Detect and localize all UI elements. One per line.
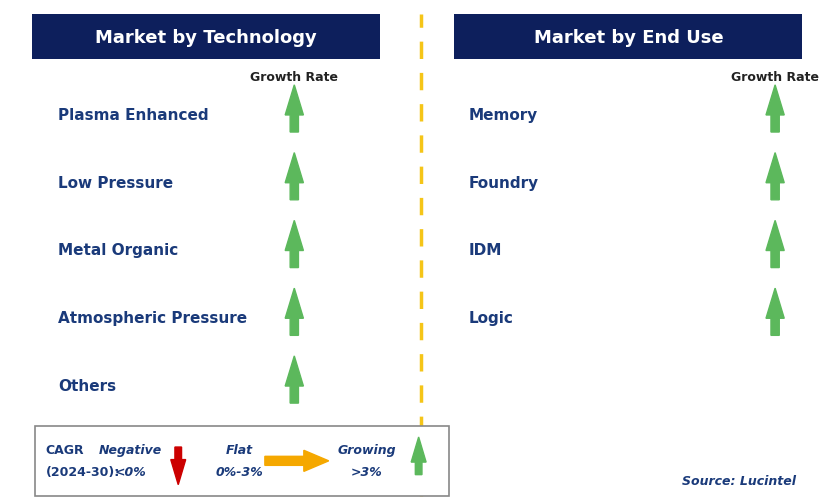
FancyBboxPatch shape xyxy=(35,426,449,496)
Text: Foundry: Foundry xyxy=(468,175,538,190)
FancyArrow shape xyxy=(765,153,783,200)
FancyArrow shape xyxy=(171,447,185,485)
Text: >3%: >3% xyxy=(350,465,382,478)
Text: Low Pressure: Low Pressure xyxy=(58,175,173,190)
Text: Growth Rate: Growth Rate xyxy=(250,71,338,84)
Text: Atmospheric Pressure: Atmospheric Pressure xyxy=(58,311,247,326)
FancyArrow shape xyxy=(765,289,783,336)
Text: (2024-30):: (2024-30): xyxy=(46,465,120,478)
Text: Metal Organic: Metal Organic xyxy=(58,243,178,258)
FancyArrow shape xyxy=(285,221,303,268)
Text: Growing: Growing xyxy=(337,443,395,456)
FancyArrow shape xyxy=(411,437,426,475)
Text: Negative: Negative xyxy=(99,443,161,456)
Text: IDM: IDM xyxy=(468,243,501,258)
FancyArrow shape xyxy=(765,86,783,133)
Text: CAGR: CAGR xyxy=(46,443,84,456)
Text: Plasma Enhanced: Plasma Enhanced xyxy=(58,108,209,123)
Text: Others: Others xyxy=(58,378,116,393)
Text: Logic: Logic xyxy=(468,311,513,326)
FancyArrow shape xyxy=(285,289,303,336)
Text: Source: Lucintel: Source: Lucintel xyxy=(681,474,795,487)
Text: Memory: Memory xyxy=(468,108,537,123)
Text: Market by Technology: Market by Technology xyxy=(94,29,316,47)
FancyArrow shape xyxy=(285,153,303,200)
FancyArrow shape xyxy=(765,221,783,268)
Text: <0%: <0% xyxy=(114,465,146,478)
FancyArrow shape xyxy=(285,86,303,133)
Text: Growth Rate: Growth Rate xyxy=(730,71,818,84)
Text: Flat: Flat xyxy=(226,443,253,456)
Text: 0%-3%: 0%-3% xyxy=(215,465,263,478)
FancyBboxPatch shape xyxy=(454,15,802,60)
FancyBboxPatch shape xyxy=(31,15,379,60)
Text: Market by End Use: Market by End Use xyxy=(533,29,722,47)
FancyArrow shape xyxy=(264,450,328,471)
FancyArrow shape xyxy=(285,356,303,403)
